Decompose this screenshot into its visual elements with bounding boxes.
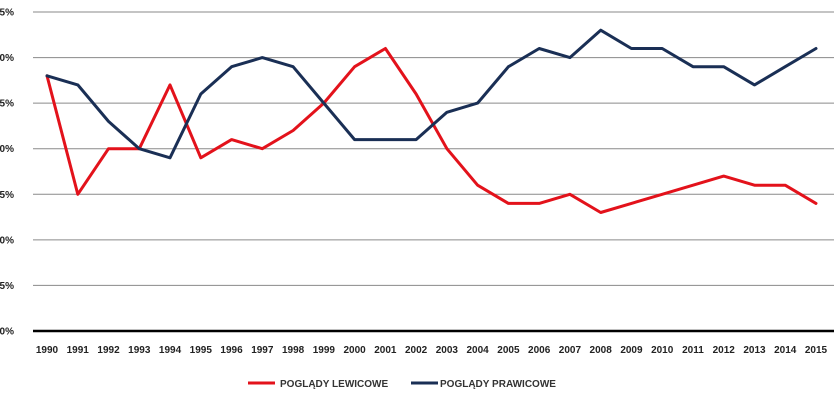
y-tick-label: 20% [0, 144, 14, 155]
x-tick-label: 2011 [682, 345, 704, 356]
y-tick-label: 35% [0, 8, 14, 19]
legend-label: POGLĄDY PRAWICOWE [440, 379, 556, 390]
x-tick-label: 1992 [97, 345, 120, 356]
x-tick-label: 2013 [743, 345, 766, 356]
x-tick-label: 2014 [774, 345, 797, 356]
y-axis-labels: 0% 5% 10% 15% 20% 25% 30% 35% [0, 8, 14, 338]
y-tick-label: 5% [0, 281, 14, 292]
x-tick-label: 2005 [497, 345, 520, 356]
x-tick-label: 2000 [343, 345, 366, 356]
x-tick-label: 2003 [436, 345, 459, 356]
x-tick-label: 2010 [651, 345, 674, 356]
x-tick-label: 1996 [220, 345, 243, 356]
legend-item: POGLĄDY LEWICOWE [248, 379, 388, 390]
legend-label: POGLĄDY LEWICOWE [280, 379, 388, 390]
x-tick-label: 1998 [282, 345, 305, 356]
series-lines [45, 28, 818, 214]
y-tick-label: 15% [0, 190, 14, 201]
x-tick-label: 2004 [467, 345, 490, 356]
y-tick-label: 30% [0, 53, 14, 64]
x-tick-label: 1990 [36, 345, 59, 356]
x-tick-label: 1993 [128, 345, 151, 356]
legend: POGLĄDY LEWICOWE POGLĄDY PRAWICOWE [248, 379, 556, 390]
x-tick-label: 1997 [251, 345, 274, 356]
x-tick-label: 2015 [805, 345, 828, 356]
x-tick-label: 2002 [405, 345, 428, 356]
x-tick-label: 1999 [313, 345, 336, 356]
y-tick-label: 25% [0, 99, 14, 110]
x-axis-labels: 1990 1991 1992 1993 1994 1995 1996 1997 1998 1999… [36, 345, 828, 356]
y-tick-label: 0% [0, 327, 14, 338]
x-tick-label: 2008 [590, 345, 613, 356]
x-tick-label: 1994 [159, 345, 182, 356]
x-tick-label: 2007 [559, 345, 582, 356]
legend-item: POGLĄDY PRAWICOWE [411, 379, 556, 390]
series-line-right-views [45, 28, 818, 160]
y-tick-label: 10% [0, 235, 14, 246]
x-tick-label: 2006 [528, 345, 551, 356]
x-tick-label: 1991 [67, 345, 90, 356]
x-tick-label: 2001 [374, 345, 397, 356]
series-line-left-views [45, 47, 818, 214]
x-tick-label: 1995 [190, 345, 213, 356]
x-tick-label: 2012 [713, 345, 736, 356]
gridlines [33, 11, 834, 333]
x-tick-label: 2009 [620, 345, 643, 356]
